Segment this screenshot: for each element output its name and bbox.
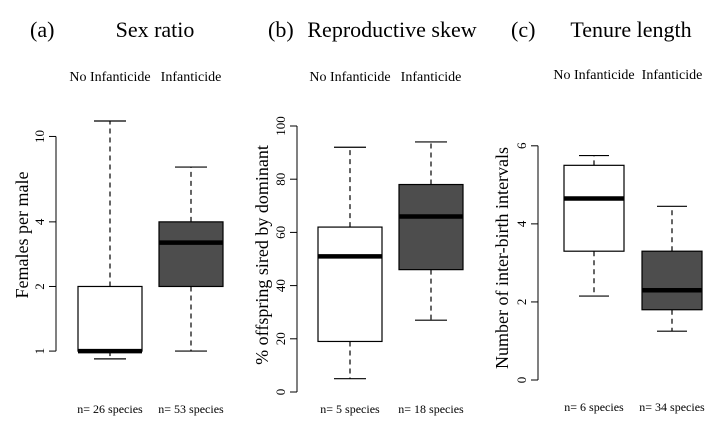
- panel-b-box-no-infanticide: [317, 226, 383, 343]
- panel-b-label: (b): [268, 17, 294, 42]
- panel-b-y-tick-label: 20: [273, 332, 288, 345]
- panel-a-y-tick-label: 4: [32, 218, 47, 225]
- panel-c-plot: 0 2 4 6: [514, 142, 703, 384]
- panel-c-title: Tenure length: [570, 17, 691, 42]
- panel-b-n-label-0: n= 5 species: [320, 402, 380, 416]
- panel-c-y-tick-label: 0: [514, 377, 529, 384]
- panel-c-n-label-1: n= 34 species: [639, 400, 705, 414]
- panel-a-title: Sex ratio: [116, 17, 195, 42]
- panel-c-group-label-1: Infanticide: [642, 68, 703, 83]
- panel-c-y-tick-label: 4: [514, 220, 529, 227]
- panel-b-y-tick-label: 40: [273, 279, 288, 292]
- panel-c: (c) Tenure length No Infanticide Infanti…: [492, 17, 705, 414]
- panel-a-group-label-1: Infanticide: [161, 70, 222, 85]
- panel-c-group-label-0: No Infanticide: [553, 68, 634, 83]
- panel-a-y-axis-label: Females per male: [12, 172, 32, 299]
- panel-b-group-label-0: No Infanticide: [309, 70, 390, 85]
- panel-a-y-tick-label: 10: [32, 130, 47, 143]
- panel-b-box-infanticide: [398, 183, 464, 271]
- panel-b-y-tick-label: 0: [273, 389, 288, 396]
- panel-a-box-infanticide: [158, 221, 224, 288]
- panel-a-n-label-1: n= 53 species: [158, 402, 224, 416]
- panel-a-box-no-infanticide: [77, 285, 143, 352]
- panel-b-y-tick-label: 80: [273, 173, 288, 186]
- panel-b-y-tick-label: 60: [273, 226, 288, 239]
- panel-a-plot: 1 2 4 10: [32, 120, 224, 360]
- panel-a-label: (a): [30, 17, 54, 42]
- panel-c-box-infanticide: [641, 250, 703, 311]
- panel-b-plot: 0 20 40 60 80 100: [273, 116, 464, 396]
- panel-a: (a) Sex ratio No Infanticide Infanticide…: [12, 17, 224, 416]
- panel-a-n-label-0: n= 26 species: [77, 402, 143, 416]
- panel-b-title: Reproductive skew: [307, 17, 476, 42]
- panel-a-y-tick-label: 2: [32, 283, 47, 290]
- panel-c-label: (c): [511, 17, 535, 42]
- panel-c-y-tick-label: 6: [514, 142, 529, 149]
- panel-b-group-label-1: Infanticide: [401, 70, 462, 85]
- panel-b-n-label-1: n= 18 species: [398, 402, 464, 416]
- panel-b-y-axis-label: % offspring sired by dominant: [252, 145, 272, 365]
- panel-c-n-label-0: n= 6 species: [564, 400, 624, 414]
- panel-a-group-label-0: No Infanticide: [69, 70, 150, 85]
- panel-b: (b) Reproductive skew No Infanticide Inf…: [252, 17, 477, 416]
- panel-c-box-no-infanticide: [563, 164, 625, 252]
- panel-a-y-tick-label: 1: [32, 348, 47, 355]
- panel-b-y-tick-label: 100: [273, 116, 288, 136]
- panel-c-y-tick-label: 2: [514, 299, 529, 306]
- panel-c-y-axis-label: Number of inter-birth intervals: [492, 147, 512, 369]
